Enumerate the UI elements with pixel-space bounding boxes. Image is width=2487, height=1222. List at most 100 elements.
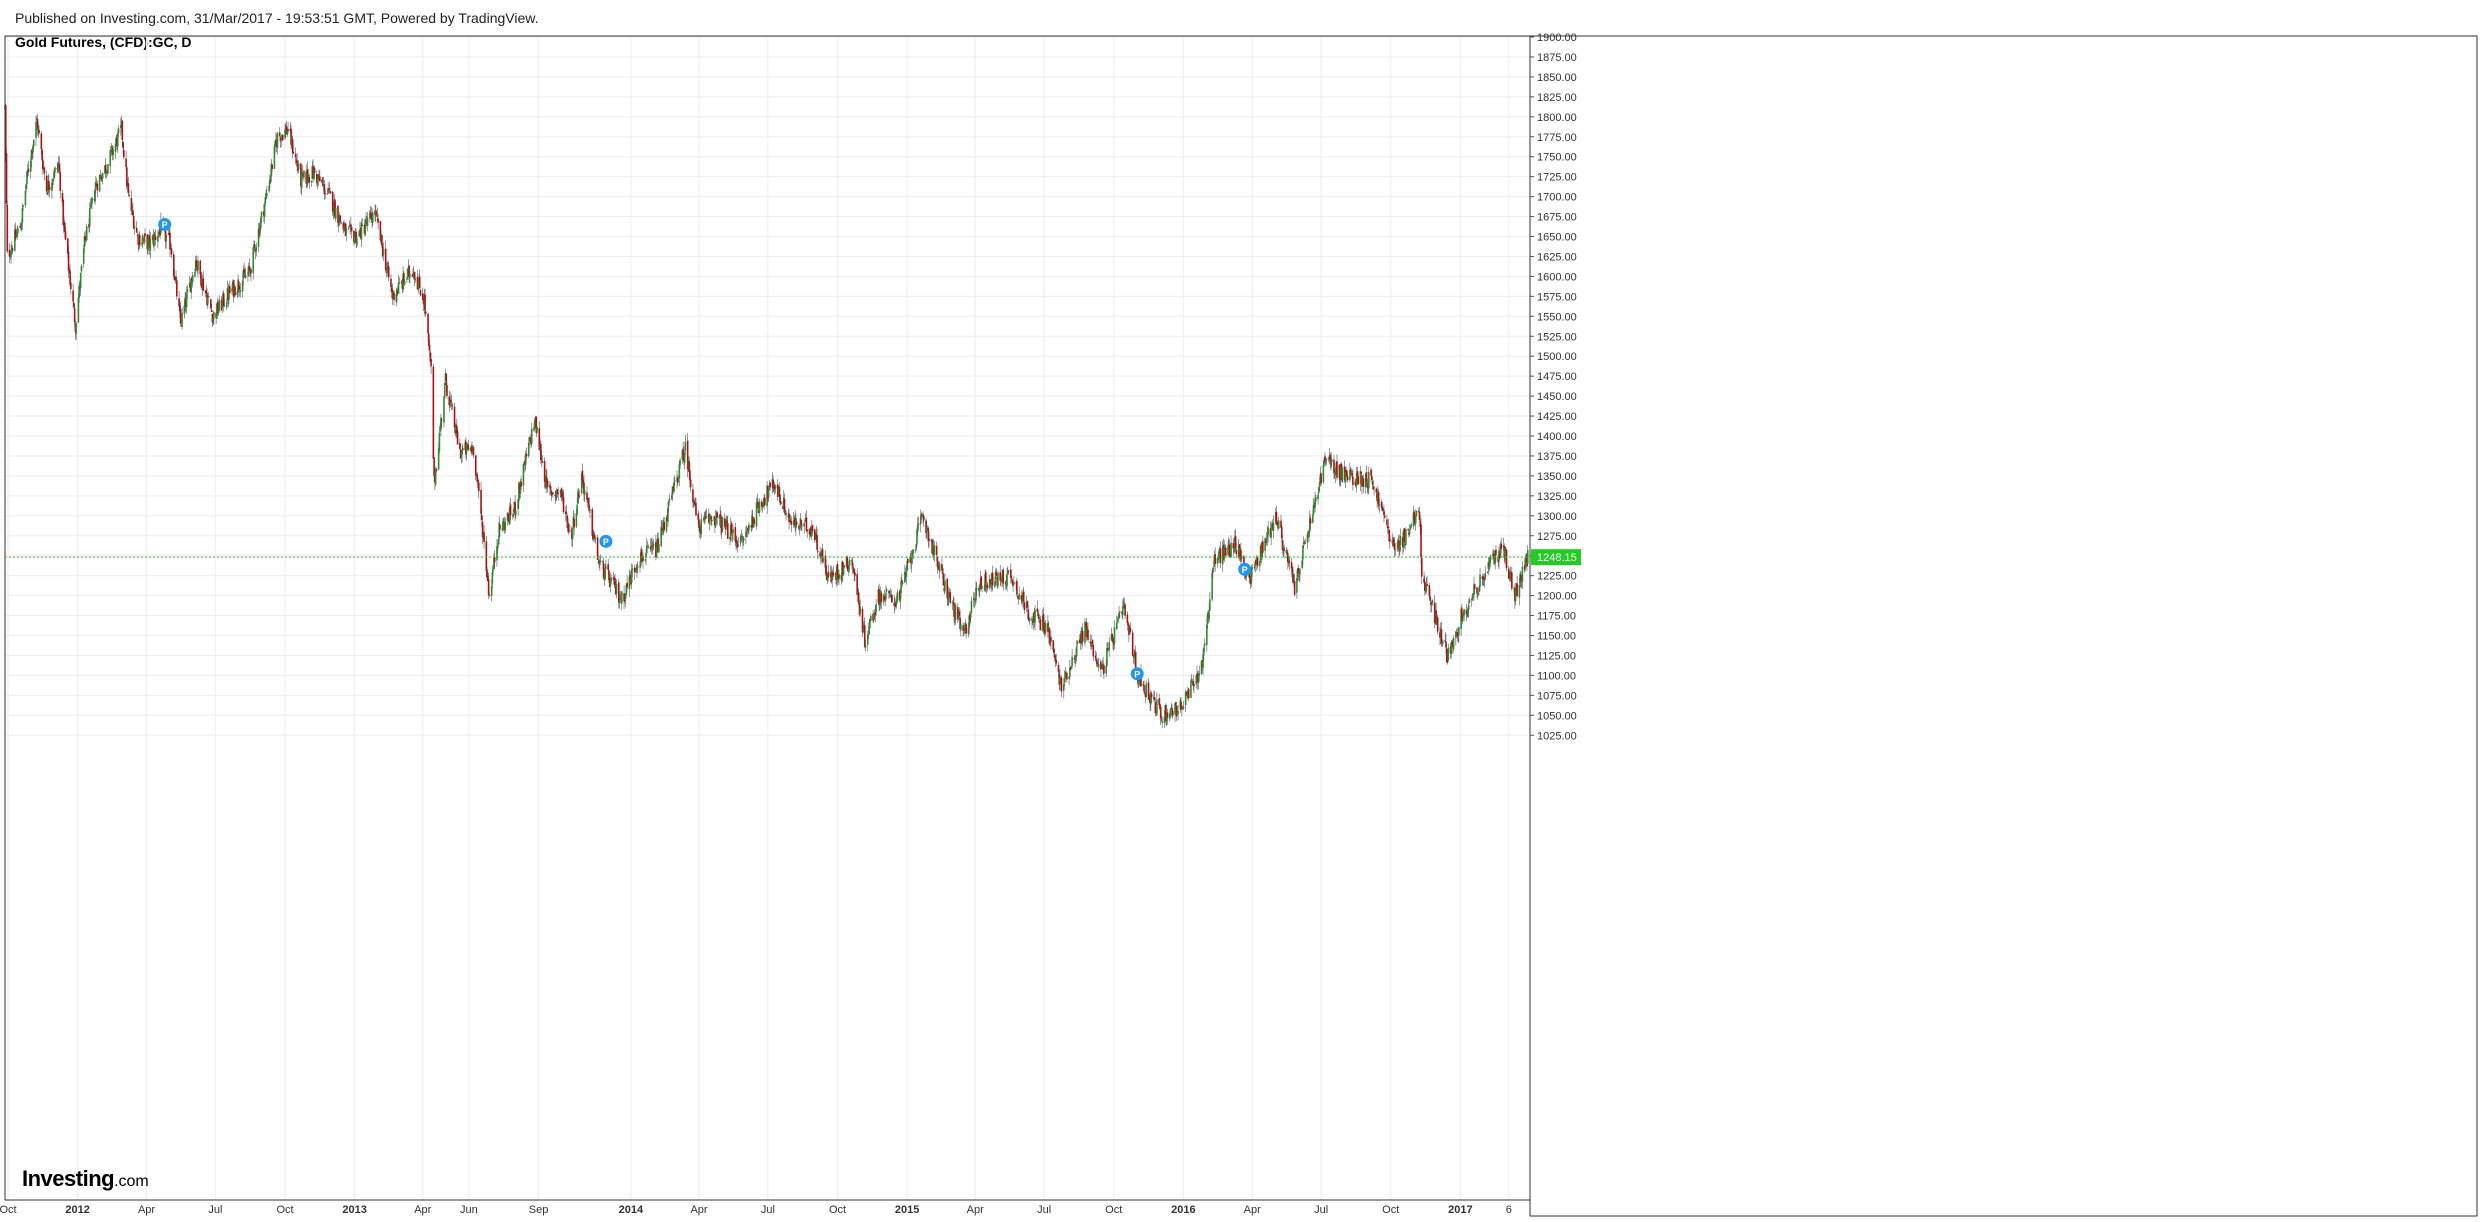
candle-body: [1324, 459, 1327, 464]
event-marker[interactable]: P: [599, 534, 613, 548]
candle-body: [1429, 596, 1431, 601]
candle-body: [667, 507, 669, 522]
candle-body: [1446, 659, 1449, 663]
candle-body: [61, 193, 64, 202]
candle-body: [6, 205, 9, 252]
candle-body: [1431, 600, 1434, 604]
event-marker[interactable]: P: [1130, 667, 1144, 681]
candle-body: [260, 217, 262, 228]
candle-body: [1218, 551, 1220, 559]
candle-body: [1116, 619, 1119, 622]
candle-body: [1495, 549, 1497, 556]
candle-body: [645, 553, 647, 558]
candle-body: [1350, 471, 1353, 475]
candle-body: [438, 432, 441, 451]
candle-body: [24, 190, 27, 206]
candle-body: [1418, 512, 1421, 520]
candle-body: [143, 234, 146, 241]
y-tick-label: 1775.00: [1537, 132, 1577, 144]
candle-body: [626, 582, 628, 588]
candle-body: [467, 444, 469, 450]
candle-body: [1371, 481, 1374, 485]
candle-body: [857, 592, 860, 604]
candle-body: [581, 470, 584, 481]
x-tick-label: 2013: [342, 1204, 366, 1216]
candle-body: [851, 560, 853, 563]
candle-body: [937, 565, 939, 569]
x-tick-label: Apr: [1244, 1204, 1261, 1216]
candle-body: [1171, 708, 1173, 710]
y-tick-label: 1100.00: [1537, 670, 1576, 682]
candle-body: [238, 286, 241, 290]
price-axis[interactable]: 1025.00 1050.00 1075.00 1100.00 1125.00 1150.…: [1530, 32, 1577, 742]
candle-body: [10, 251, 12, 258]
event-marker[interactable]: P: [158, 218, 172, 232]
candle-body: [517, 499, 519, 510]
candle-body: [965, 624, 967, 634]
candle-body: [144, 233, 146, 237]
candle-body: [132, 210, 134, 216]
candle-body: [963, 628, 966, 630]
candle-body: [4, 105, 7, 155]
candle-body: [1336, 461, 1338, 478]
candle-body: [1468, 599, 1471, 603]
candle-body: [705, 516, 708, 518]
candle-body: [935, 545, 938, 555]
candle-body: [843, 565, 846, 567]
candle-body: [1184, 691, 1187, 706]
candle-body: [1177, 710, 1179, 715]
candle-body: [1285, 550, 1288, 553]
candle-body: [465, 443, 468, 453]
candle-body: [1392, 539, 1395, 546]
candle-body: [735, 539, 737, 543]
x-tick-label: 2016: [1171, 1204, 1195, 1216]
candle-body: [349, 225, 351, 227]
candle-body: [1484, 573, 1487, 579]
candle-body: [1288, 560, 1291, 563]
candle-body: [217, 310, 220, 313]
candle-body: [840, 575, 843, 580]
candle-body: [133, 225, 136, 229]
candle-body: [213, 312, 215, 319]
candle-body: [1027, 609, 1030, 620]
candle-body: [1262, 541, 1264, 553]
time-axis[interactable]: Oct 2012 Apr Jul Oct 2013 Apr Jun Sep 2014 Apr Jul O…: [0, 1204, 1512, 1216]
candle-body: [575, 513, 578, 527]
candle-body: [1356, 471, 1359, 477]
candle-body: [424, 294, 426, 310]
marker-dot: [1130, 667, 1144, 681]
candle-body: [58, 163, 61, 172]
y-tick-label: 1050.00: [1537, 710, 1577, 722]
candle-body: [1500, 543, 1503, 550]
candle-body: [1441, 642, 1444, 644]
candle-body: [329, 190, 332, 194]
candle-body: [555, 491, 557, 499]
event-marker[interactable]: P: [1238, 562, 1252, 576]
event-markers[interactable]: P P P P: [158, 218, 1252, 681]
candle-body: [273, 145, 276, 169]
last-price-label: 1248.15: [1537, 552, 1577, 564]
candle-body: [944, 580, 946, 591]
candle-body: [933, 544, 936, 555]
candle-body: [1511, 572, 1513, 589]
candle-body: [1518, 584, 1521, 598]
candle-body: [40, 133, 43, 149]
candle-body: [51, 180, 54, 182]
candle-body: [593, 534, 596, 539]
candle-body: [375, 211, 378, 215]
candle-body: [1119, 611, 1121, 613]
candle-body: [1203, 647, 1205, 656]
candle-body: [824, 555, 827, 568]
candle-body: [443, 383, 446, 398]
y-tick-label: 1350.00: [1537, 471, 1577, 483]
candle-body: [429, 352, 432, 362]
candle-body: [1228, 544, 1231, 557]
candle-body: [888, 590, 890, 594]
candle-body: [1230, 542, 1232, 558]
candle-body: [625, 584, 628, 596]
candle-body: [889, 593, 892, 596]
marker-label: P: [162, 220, 168, 230]
candle-body: [994, 581, 996, 587]
candle-body: [652, 545, 654, 548]
